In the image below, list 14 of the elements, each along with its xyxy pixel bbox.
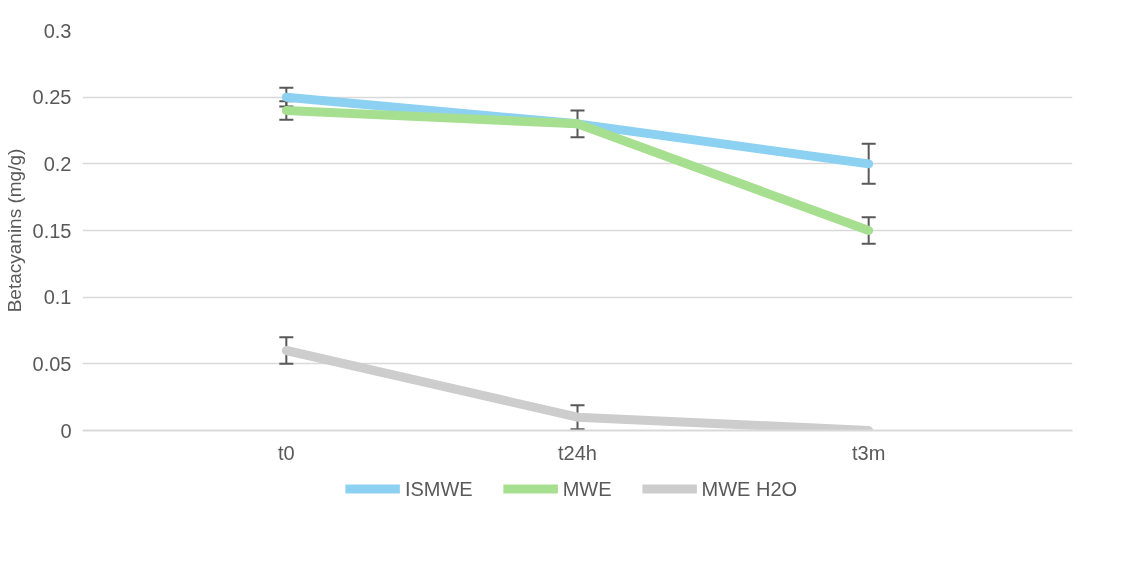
y-tick-label: 0.15 — [32, 219, 72, 242]
y-axis-title: Betacyanins (mg/g) — [3, 148, 25, 313]
legend-label: MWE H2O — [701, 477, 798, 500]
y-tick-label: 0.1 — [43, 286, 72, 309]
x-tick-label: t24h — [558, 441, 597, 464]
legend-label: MWE — [562, 477, 612, 500]
legend-label: ISMWE — [404, 477, 473, 500]
y-tick-label: 0.3 — [43, 19, 72, 42]
y-tick-label: 0.25 — [32, 86, 72, 109]
y-tick-label: 0 — [60, 419, 72, 442]
y-tick-label: 0.2 — [43, 152, 72, 175]
x-tick-label: t3m — [852, 441, 886, 464]
y-tick-label: 0.05 — [32, 352, 72, 375]
x-tick-label: t0 — [277, 441, 295, 464]
